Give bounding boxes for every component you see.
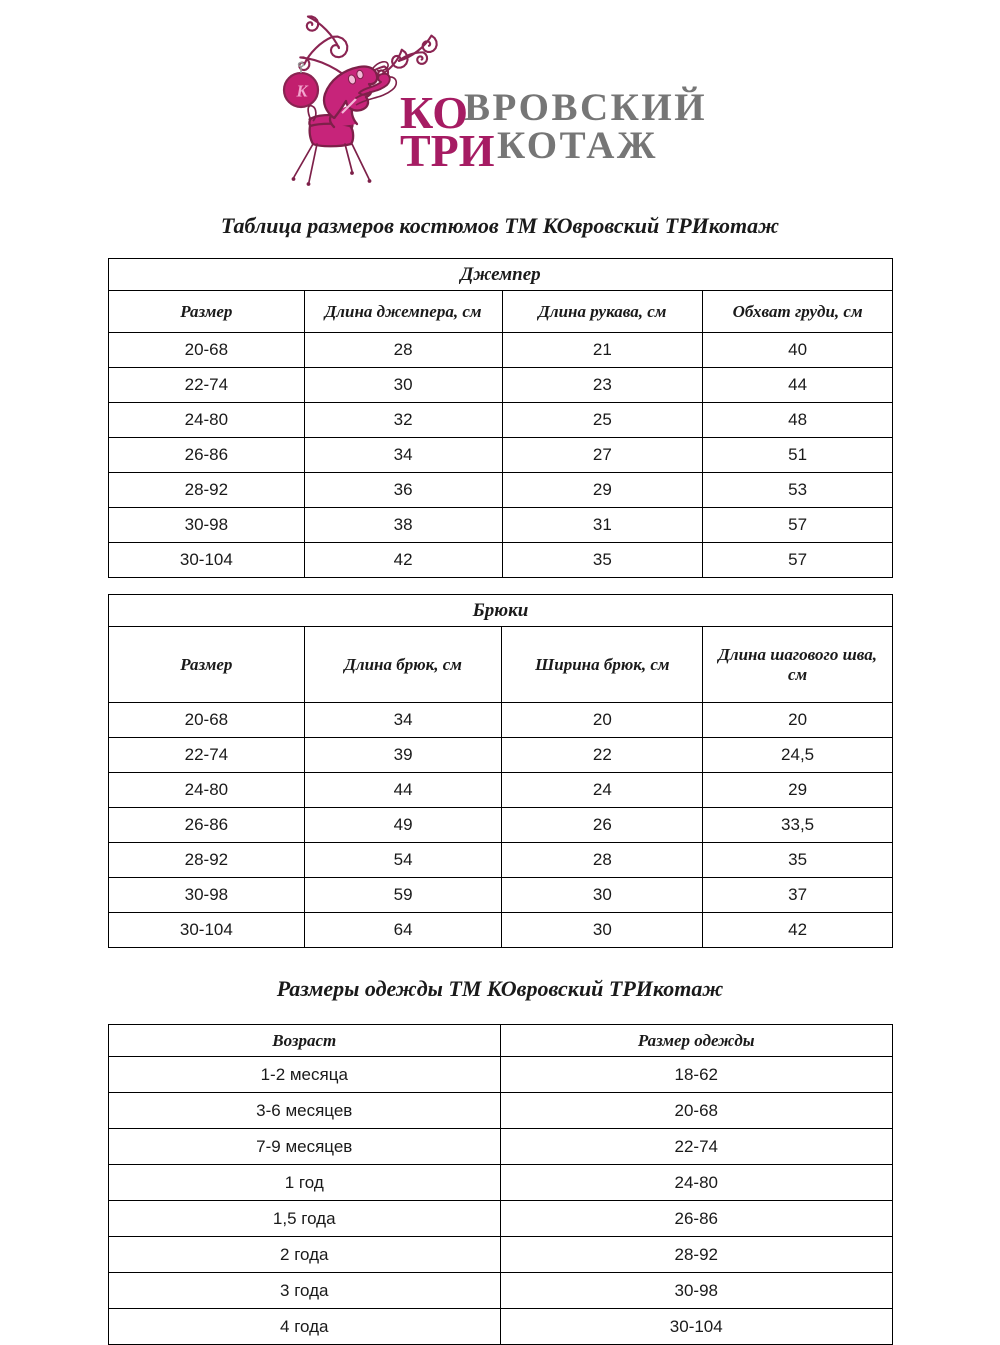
- svg-text:ТРИ: ТРИ: [400, 125, 495, 176]
- svg-text:КОТАЖ: КОТАЖ: [497, 124, 658, 167]
- svg-text:ВРОВСКИЙ: ВРОВСКИЙ: [464, 85, 707, 129]
- svg-text:K: K: [295, 82, 308, 101]
